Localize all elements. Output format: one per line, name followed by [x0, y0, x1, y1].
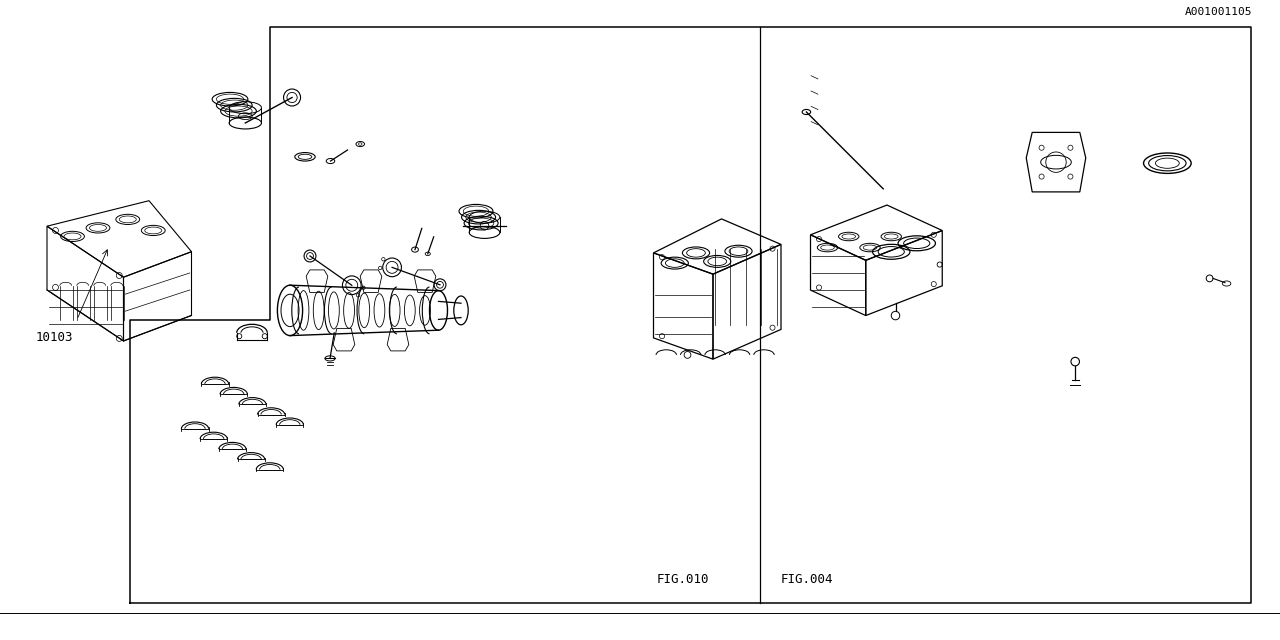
- Text: FIG.004: FIG.004: [781, 573, 833, 586]
- Text: FIG.010: FIG.010: [657, 573, 709, 586]
- Text: 10103: 10103: [36, 332, 73, 344]
- Text: A001001105: A001001105: [1184, 6, 1252, 17]
